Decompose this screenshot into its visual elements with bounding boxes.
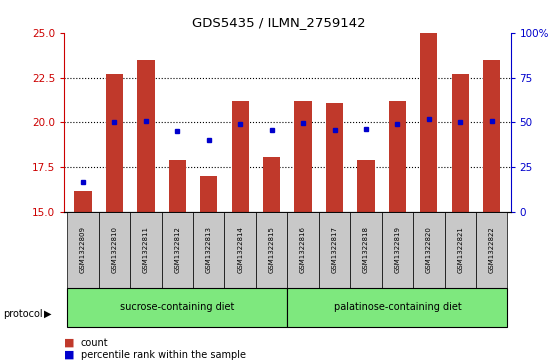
Bar: [68, 212, 99, 287]
Bar: [476, 212, 507, 287]
Bar: [232, 101, 249, 212]
Text: GSM1322819: GSM1322819: [395, 227, 401, 273]
Bar: [287, 212, 319, 287]
Bar: [99, 212, 130, 287]
Bar: [193, 212, 224, 287]
Text: GSM1322810: GSM1322810: [112, 227, 118, 273]
Bar: [137, 60, 155, 212]
Text: palatinose-containing diet: palatinose-containing diet: [334, 302, 461, 312]
Text: GSM1322822: GSM1322822: [489, 227, 495, 273]
Bar: [263, 156, 280, 212]
Text: GDS5435 / ILMN_2759142: GDS5435 / ILMN_2759142: [192, 16, 366, 29]
Text: ■: ■: [64, 350, 75, 360]
Text: sucrose-containing diet: sucrose-containing diet: [120, 302, 234, 312]
Bar: [224, 212, 256, 287]
Text: GSM1322811: GSM1322811: [143, 227, 149, 273]
Bar: [445, 212, 476, 287]
Bar: [413, 212, 445, 287]
Bar: [382, 212, 413, 287]
Bar: [169, 160, 186, 212]
Bar: [420, 33, 437, 212]
Bar: [74, 191, 92, 212]
Text: GSM1322813: GSM1322813: [206, 227, 212, 273]
Bar: [326, 103, 343, 212]
Text: GSM1322814: GSM1322814: [237, 227, 243, 273]
Text: GSM1322821: GSM1322821: [457, 227, 463, 273]
Bar: [319, 212, 350, 287]
Bar: [68, 287, 287, 327]
Bar: [295, 101, 312, 212]
Text: GSM1322820: GSM1322820: [426, 227, 432, 273]
Bar: [130, 212, 162, 287]
Bar: [287, 287, 507, 327]
Text: GSM1322818: GSM1322818: [363, 227, 369, 273]
Text: ■: ■: [64, 338, 75, 348]
Text: GSM1322817: GSM1322817: [331, 227, 338, 273]
Text: GSM1322812: GSM1322812: [174, 227, 180, 273]
Bar: [106, 74, 123, 212]
Bar: [357, 160, 374, 212]
Bar: [389, 101, 406, 212]
Text: GSM1322815: GSM1322815: [268, 227, 275, 273]
Text: count: count: [81, 338, 109, 348]
Bar: [350, 212, 382, 287]
Bar: [483, 60, 501, 212]
Bar: [256, 212, 287, 287]
Text: percentile rank within the sample: percentile rank within the sample: [81, 350, 246, 360]
Text: ▶: ▶: [44, 309, 51, 319]
Bar: [162, 212, 193, 287]
Text: protocol: protocol: [3, 309, 42, 319]
Bar: [451, 74, 469, 212]
Text: GSM1322809: GSM1322809: [80, 227, 86, 273]
Bar: [200, 176, 218, 212]
Text: GSM1322816: GSM1322816: [300, 227, 306, 273]
